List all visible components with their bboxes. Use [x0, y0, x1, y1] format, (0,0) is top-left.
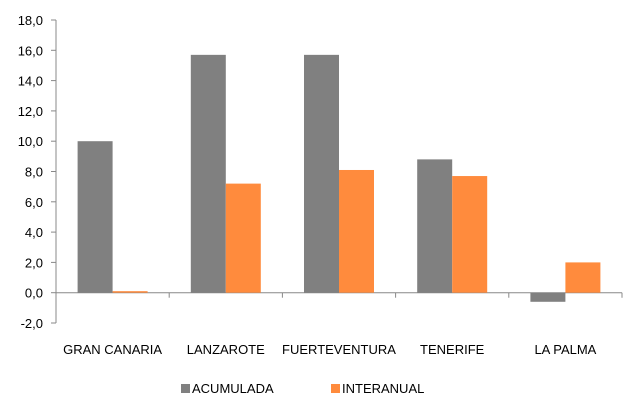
bar-interanual-tenerife	[452, 176, 488, 293]
y-tick-label: 0,0	[25, 286, 43, 301]
y-tick-label: 12,0	[18, 104, 43, 119]
bar-acumulada-fuerteventura	[304, 54, 339, 293]
bar-interanual-la-palma	[565, 262, 601, 293]
x-category-label: TENERIFE	[420, 342, 485, 357]
bar-interanual-fuerteventura	[339, 169, 374, 293]
bar-acumulada-gran-canaria	[77, 141, 113, 293]
x-axis: GRAN CANARIA LANZAROTE FUERTEVENTURA TENERI…	[56, 292, 623, 357]
y-tick-label: 6,0	[25, 195, 43, 210]
y-axis: 18,0 16,0 14,0 12,0 10,0 8,0 6,0 4,0 2,0 0,0 -2,0	[18, 13, 57, 331]
x-category-label: LA PALMA	[534, 342, 596, 357]
bar-interanual-lanzarote	[225, 183, 261, 293]
legend-label-interanual: INTERANUAL	[342, 381, 424, 396]
y-tick-label: 4,0	[25, 225, 43, 240]
y-tick-label: 18,0	[18, 13, 43, 28]
bar-acumulada-tenerife	[417, 159, 453, 293]
x-category-label: GRAN CANARIA	[63, 342, 162, 357]
legend-label-acumulada: ACUMULADA	[192, 381, 274, 396]
bar-acumulada-la-palma	[530, 292, 566, 302]
x-category-label: FUERTEVENTURA	[282, 342, 396, 357]
bars	[77, 54, 601, 302]
y-tick-label: 8,0	[25, 165, 43, 180]
y-tick-label: 2,0	[25, 255, 43, 270]
y-tick-label: -2,0	[21, 316, 43, 331]
y-tick-label: 10,0	[18, 134, 43, 149]
legend-swatch-interanual	[331, 384, 340, 393]
y-tick-label: 14,0	[18, 74, 43, 89]
bar-acumulada-lanzarote	[190, 54, 226, 293]
bar-interanual-gran-canaria	[112, 291, 148, 293]
legend-swatch-acumulada	[181, 384, 190, 393]
y-tick-label: 16,0	[18, 43, 43, 58]
x-category-label: LANZAROTE	[187, 342, 265, 357]
legend: ACUMULADA INTERANUAL	[181, 381, 424, 396]
